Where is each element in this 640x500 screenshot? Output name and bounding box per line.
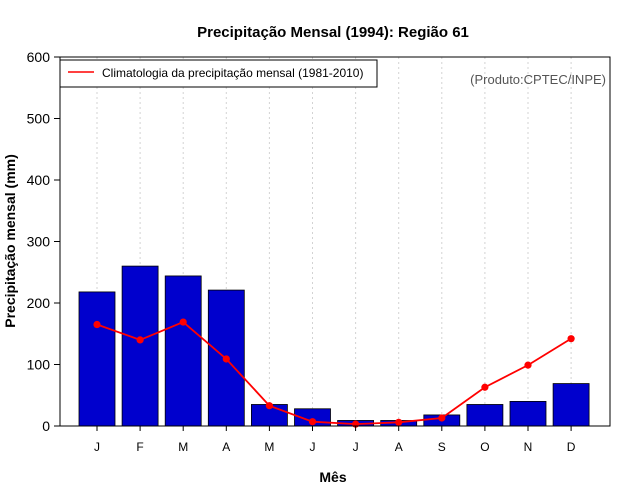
chart-title: Precipitação Mensal (1994): Região 61 <box>197 24 469 41</box>
climatology-point-12 <box>567 335 575 343</box>
bar-12 <box>552 383 590 427</box>
y-tick-label: 400 <box>27 172 51 188</box>
bar-2 <box>121 265 159 427</box>
y-tick-label: 0 <box>42 418 50 434</box>
bar-series <box>78 265 590 427</box>
x-tick-label: J <box>310 440 316 454</box>
x-tick-label: A <box>222 440 230 454</box>
climatology-point-4 <box>222 355 230 363</box>
x-tick-label: S <box>438 440 446 454</box>
x-tick-label: J <box>94 440 100 454</box>
y-tick-label: 600 <box>27 49 51 65</box>
climatology-point-2 <box>136 336 144 344</box>
climatology-point-9 <box>438 414 446 422</box>
x-tick-label: F <box>136 440 143 454</box>
x-axis-label: Mês <box>319 469 346 485</box>
x-tick-label: M <box>264 440 274 454</box>
x-tick-label: O <box>480 440 489 454</box>
climatology-point-1 <box>93 320 101 329</box>
x-tick-label: J <box>353 440 359 454</box>
climatology-line-series <box>93 318 575 428</box>
credit-text: (Produto:CPTEC/INPE) <box>470 72 606 87</box>
legend-box <box>59 59 378 88</box>
y-tick-label: 200 <box>27 295 51 311</box>
climatology-point-11 <box>524 361 532 369</box>
x-tick-label: N <box>524 440 533 454</box>
y-axis: 0 100 200 300 400 500 600 <box>27 49 60 434</box>
climatology-point-6 <box>308 418 317 426</box>
x-tick-label: M <box>178 440 188 454</box>
y-tick-label: 300 <box>27 234 51 250</box>
bar-10 <box>466 404 504 427</box>
legend-label: Climatologia da precipitação mensal (198… <box>102 66 363 80</box>
y-axis-label: Precipitação mensal (mm) <box>2 154 18 328</box>
climatology-point-8 <box>395 418 403 426</box>
bar-1 <box>78 291 116 427</box>
bar-11 <box>509 400 547 427</box>
x-tick-label: D <box>567 440 576 454</box>
climatology-line <box>96 321 572 426</box>
legend: Climatologia da precipitação mensal (198… <box>59 59 378 88</box>
y-tick-label: 500 <box>27 111 51 127</box>
climatology-point-5 <box>265 402 273 410</box>
grid <box>96 57 572 426</box>
x-tick-label: A <box>395 440 403 454</box>
climatology-point-10 <box>481 383 489 391</box>
climatology-point-3 <box>179 318 187 326</box>
y-tick-label: 100 <box>27 357 51 373</box>
bar-3 <box>164 275 202 427</box>
